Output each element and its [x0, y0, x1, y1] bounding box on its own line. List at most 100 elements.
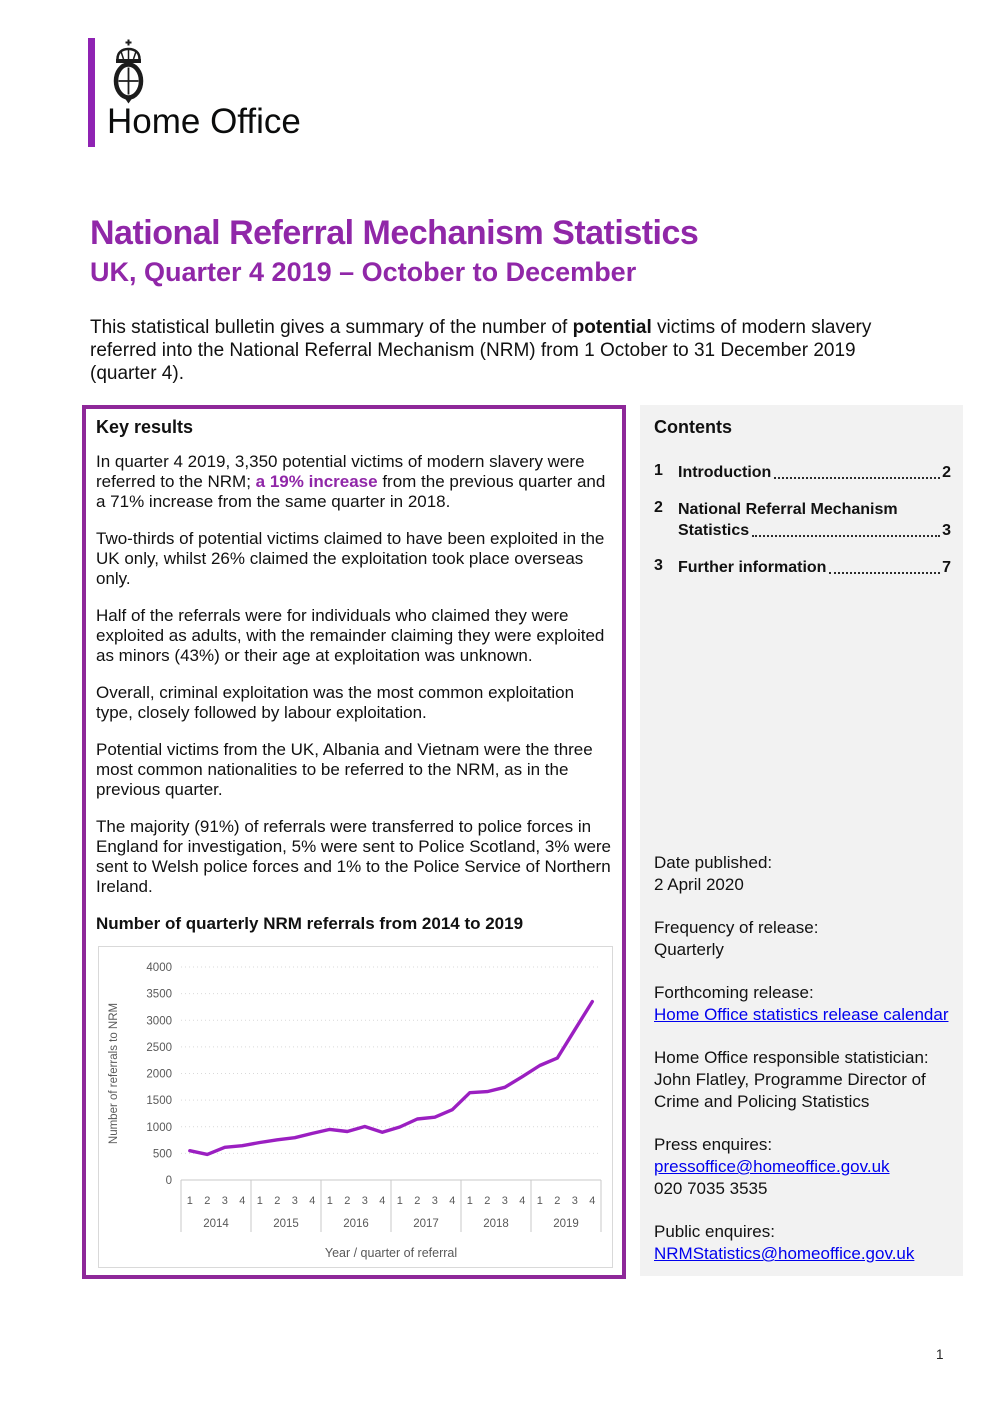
press-email-link[interactable]: pressoffice@homeoffice.gov.uk — [654, 1157, 890, 1176]
page-subtitle: UK, Quarter 4 2019 – October to December — [90, 257, 637, 287]
svg-text:Year / quarter of referral: Year / quarter of referral — [325, 1246, 457, 1260]
key-result-exploitation-location: Two-thirds of potential victims claimed … — [96, 529, 605, 588]
svg-text:1: 1 — [327, 1195, 333, 1207]
forthcoming-block: Forthcoming release: Home Office statist… — [654, 982, 952, 1026]
key-result-nationalities: Potential victims from the UK, Albania a… — [96, 740, 593, 799]
svg-text:3: 3 — [502, 1195, 508, 1207]
toc-entry-introduction[interactable]: 1 Introduction 2 — [654, 462, 951, 483]
svg-text:1500: 1500 — [146, 1095, 172, 1107]
release-calendar-link[interactable]: Home Office statistics release calendar — [654, 1005, 949, 1024]
toc-leader-dots — [774, 477, 941, 479]
statistician-label: Home Office responsible statistician: — [654, 1048, 929, 1067]
svg-text:4: 4 — [379, 1195, 385, 1207]
svg-text:2015: 2015 — [273, 1218, 299, 1230]
date-published-label: Date published: — [654, 853, 773, 872]
intro-text-post: victims of modern slavery referred into … — [90, 317, 872, 384]
svg-text:Number of referrals to NRM: Number of referrals to NRM — [108, 1003, 120, 1144]
toc-page-number: 2 — [942, 464, 951, 481]
publication-info: Date published: 2 April 2020 Frequency o… — [654, 852, 952, 1286]
chart-title: Number of quarterly NRM referrals from 2… — [96, 914, 524, 933]
page-title: National Referral Mechanism Statistics — [90, 214, 699, 252]
svg-text:1: 1 — [467, 1195, 473, 1207]
frequency-value: Quarterly — [654, 940, 724, 959]
press-enquiries-label: Press enquires: — [654, 1135, 773, 1154]
public-email-link[interactable]: NRMStatistics@homeoffice.gov.uk — [654, 1244, 915, 1263]
svg-text:4: 4 — [519, 1195, 525, 1207]
toc-entry-further-information[interactable]: 3 Further information 7 — [654, 557, 951, 578]
toc-page-number: 3 — [942, 522, 951, 539]
intro-paragraph: This statistical bulletin gives a summar… — [90, 316, 874, 385]
svg-text:2000: 2000 — [146, 1069, 172, 1081]
svg-text:2014: 2014 — [203, 1218, 229, 1230]
svg-text:2: 2 — [204, 1195, 210, 1207]
svg-text:3: 3 — [362, 1195, 368, 1207]
svg-text:2016: 2016 — [343, 1218, 369, 1230]
toc-number: 3 — [654, 557, 663, 574]
forthcoming-label: Forthcoming release: — [654, 983, 814, 1002]
public-enquiries-block: Public enquires: NRMStatistics@homeoffic… — [654, 1221, 952, 1265]
toc-leader-dots — [752, 535, 941, 537]
frequency-block: Frequency of release: Quarterly — [654, 917, 952, 961]
svg-text:2: 2 — [274, 1195, 280, 1207]
toc-leader-dots — [829, 572, 941, 574]
svg-text:4: 4 — [309, 1195, 315, 1207]
press-enquiries-block: Press enquires: pressoffice@homeoffice.g… — [654, 1134, 952, 1200]
toc-label: Introduction — [678, 464, 772, 481]
referrals-text-post: from the previous quarter and a 71% incr… — [96, 472, 606, 511]
svg-text:1: 1 — [537, 1195, 543, 1207]
date-published-block: Date published: 2 April 2020 — [654, 852, 952, 896]
svg-text:2018: 2018 — [483, 1218, 509, 1230]
public-enquiries-label: Public enquires: — [654, 1222, 775, 1241]
svg-text:4000: 4000 — [146, 962, 172, 974]
highlight-increase: a 19% increase — [255, 472, 378, 491]
toc-page-number: 7 — [942, 559, 951, 576]
svg-text:2019: 2019 — [553, 1218, 579, 1230]
home-office-logo: Home Office — [88, 38, 348, 148]
toc-number: 1 — [654, 462, 663, 479]
contents-panel: Contents 1 Introduction 2 2 National Ref… — [640, 405, 963, 1276]
svg-text:500: 500 — [153, 1148, 172, 1160]
key-results-heading: Key results — [96, 417, 194, 437]
frequency-label: Frequency of release: — [654, 918, 819, 937]
statistician-value: John Flatley, Programme Director of Crim… — [654, 1070, 926, 1111]
svg-text:2: 2 — [344, 1195, 350, 1207]
statistician-block: Home Office responsible statistician: Jo… — [654, 1047, 952, 1113]
svg-text:3: 3 — [572, 1195, 578, 1207]
svg-text:4: 4 — [239, 1195, 245, 1207]
intro-text-bold: potential — [572, 317, 652, 338]
svg-text:2: 2 — [484, 1195, 490, 1207]
svg-text:2: 2 — [414, 1195, 420, 1207]
svg-text:4: 4 — [589, 1195, 595, 1207]
svg-text:3: 3 — [432, 1195, 438, 1207]
svg-text:2017: 2017 — [413, 1218, 439, 1230]
svg-text:2500: 2500 — [146, 1042, 172, 1054]
svg-text:1000: 1000 — [146, 1122, 172, 1134]
key-results-panel: Key results In quarter 4 2019, 3,350 pot… — [82, 405, 626, 1279]
key-result-exploitation-type: Overall, criminal exploitation was the m… — [96, 683, 575, 722]
svg-text:3: 3 — [222, 1195, 228, 1207]
contents-heading: Contents — [654, 417, 732, 437]
page-number: 1 — [936, 1347, 944, 1362]
svg-text:3000: 3000 — [146, 1015, 172, 1027]
logo-accent-bar — [88, 38, 95, 147]
intro-text-pre: This statistical bulletin gives a summar… — [90, 317, 573, 338]
svg-text:0: 0 — [166, 1175, 172, 1187]
logo-wordmark: Home Office — [107, 102, 301, 141]
referrals-chart-figure: 0 500 1000 1500 2000 2500 3000 3500 4000 1 2 3 4 1 2 3 4… — [98, 946, 613, 1268]
toc-number: 2 — [654, 499, 663, 516]
svg-text:1: 1 — [187, 1195, 193, 1207]
svg-text:1: 1 — [257, 1195, 263, 1207]
date-published-value: 2 April 2020 — [654, 875, 744, 894]
svg-text:2: 2 — [554, 1195, 560, 1207]
toc-label-line1: National Referral Mechanism — [678, 501, 898, 518]
toc-label: Further information — [678, 559, 827, 576]
key-result-referrals: In quarter 4 2019, 3,350 potential victi… — [96, 452, 612, 512]
press-phone: 020 7035 3535 — [654, 1179, 768, 1198]
svg-text:3: 3 — [292, 1195, 298, 1207]
toc-entry-nrm-statistics[interactable]: 2 National Referral Mechanism Statistics… — [654, 499, 951, 541]
svg-text:1: 1 — [397, 1195, 403, 1207]
svg-text:3500: 3500 — [146, 989, 172, 1001]
key-result-age: Half of the referrals were for individua… — [96, 606, 605, 665]
